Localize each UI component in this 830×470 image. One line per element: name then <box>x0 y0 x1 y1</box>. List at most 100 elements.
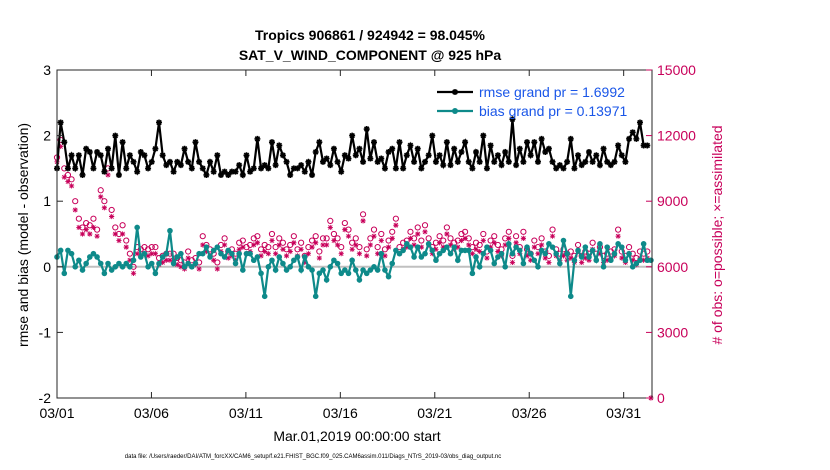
obs-assimilated-point <box>197 266 202 271</box>
bias-point <box>448 251 454 257</box>
rmse-point <box>185 159 191 165</box>
bias-point <box>349 257 355 263</box>
bias-point <box>378 251 384 257</box>
obs-assimilated-point <box>113 231 118 236</box>
rmse-point <box>582 159 588 165</box>
obs-assimilated-point <box>335 242 340 247</box>
bias-point <box>477 264 483 270</box>
rmse-point <box>586 149 592 155</box>
bias-point <box>506 241 512 247</box>
bias-point <box>528 251 534 257</box>
y-right-tick-label: 3000 <box>657 324 688 340</box>
bias-point <box>236 251 242 257</box>
bias-point <box>280 261 286 267</box>
rmse-point <box>316 139 322 145</box>
rmse-point <box>437 152 443 158</box>
bias-point <box>149 261 155 267</box>
rmse-point <box>240 172 246 178</box>
bias-point <box>535 264 541 270</box>
bias-point <box>156 261 162 267</box>
bias-point <box>105 261 111 267</box>
rmse-point <box>440 162 446 168</box>
bias-point <box>295 254 301 260</box>
obs-assimilated-point <box>386 245 391 250</box>
rmse-point <box>280 152 286 158</box>
rmse-point <box>404 152 410 158</box>
rmse-point <box>356 146 362 152</box>
obs-assimilated-point <box>76 225 81 230</box>
rmse-point <box>338 169 344 175</box>
bias-point <box>313 294 319 300</box>
bias-point <box>131 257 137 263</box>
bias-point <box>612 251 618 257</box>
bias-point <box>491 261 497 267</box>
obs-assimilated-point <box>153 251 158 256</box>
rmse-point <box>466 159 472 165</box>
obs-assimilated-point <box>284 253 289 258</box>
bias-point <box>415 244 421 250</box>
bias-point <box>200 251 206 257</box>
bias-point <box>601 264 607 270</box>
chart-title: Tropics 906861 / 924942 = 98.045% <box>255 27 486 43</box>
bias-point <box>553 251 559 257</box>
obs-assimilated-point <box>539 242 544 247</box>
rmse-point <box>284 159 290 165</box>
rmse-point <box>531 139 537 145</box>
rmse-point <box>389 146 395 152</box>
rmse-point <box>324 156 330 162</box>
bias-point <box>433 257 439 263</box>
obs-assimilated-point <box>131 271 136 276</box>
rmse-point <box>469 165 475 171</box>
obs-assimilated-point <box>69 183 74 188</box>
rmse-point <box>575 152 581 158</box>
bias-point <box>102 271 108 277</box>
legend-bias-marker <box>452 108 458 114</box>
bias-point <box>346 271 352 277</box>
rmse-point <box>590 159 596 165</box>
y-tick-label: 2 <box>43 128 51 144</box>
bias-point <box>411 254 417 260</box>
obs-assimilated-point <box>532 245 537 250</box>
bias-point <box>298 267 304 273</box>
bias-point <box>389 261 395 267</box>
rmse-point <box>378 156 384 162</box>
bias-point <box>247 251 253 257</box>
y-tick-label: -2 <box>39 390 52 406</box>
plot-area <box>57 70 652 398</box>
bias-point <box>557 261 563 267</box>
rmse-point <box>451 146 457 152</box>
rmse-point <box>171 169 177 175</box>
bias-point <box>597 241 603 247</box>
rmse-point <box>131 159 137 165</box>
rmse-point <box>622 159 628 165</box>
bias-point <box>382 267 388 273</box>
legend-rmse-label: rmse grand pr = 1.6992 <box>479 84 625 100</box>
obs-assimilated-point <box>444 231 449 236</box>
obs-assimilated-point <box>371 234 376 239</box>
rmse-point <box>156 119 162 125</box>
rmse-point <box>145 165 151 171</box>
obs-assimilated-point <box>393 223 398 228</box>
obs-assimilated-point <box>350 247 355 252</box>
rmse-point <box>200 165 206 171</box>
rmse-point <box>236 162 242 168</box>
rmse-point <box>499 162 505 168</box>
rmse-point <box>182 146 188 152</box>
rmse-point <box>458 149 464 155</box>
rmse-point <box>123 165 129 171</box>
obs-assimilated-point <box>360 218 365 223</box>
rmse-point <box>305 159 311 165</box>
bias-point <box>134 225 140 231</box>
rmse-point <box>233 169 239 175</box>
rmse-point <box>418 165 424 171</box>
obs-assimilated-point <box>550 234 555 239</box>
rmse-point <box>331 146 337 152</box>
bias-point <box>164 251 170 257</box>
obs-assimilated-point <box>437 240 442 245</box>
bias-point <box>517 248 523 254</box>
obs-assimilated-point <box>313 240 318 245</box>
rmse-point <box>76 152 82 158</box>
rmse-point <box>134 169 140 175</box>
bias-point <box>327 264 333 270</box>
rmse-point <box>560 165 566 171</box>
